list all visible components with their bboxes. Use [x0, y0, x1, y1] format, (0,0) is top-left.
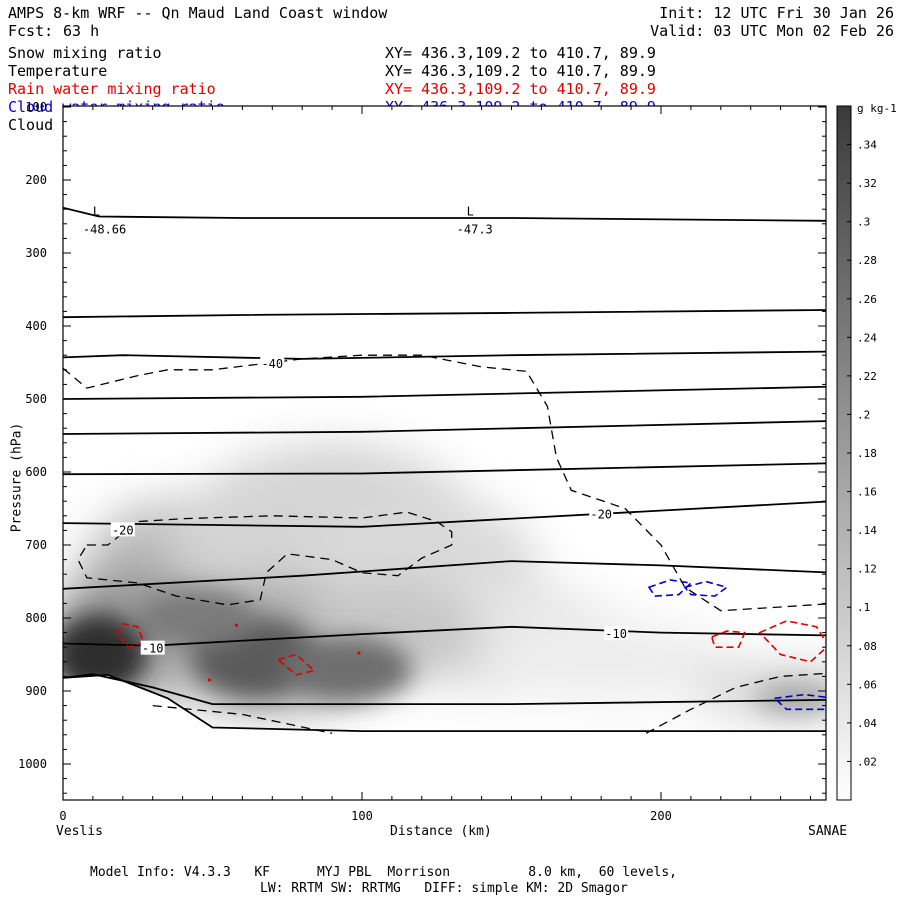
rain-contour [710, 630, 746, 648]
y-tick-label: 400 [25, 319, 47, 333]
colorbar-label: .2 [857, 408, 870, 421]
y-tick-label: 200 [25, 173, 47, 187]
field-xy: XY= 436.3,109.2 to 410.7, 89.9 [385, 44, 656, 62]
contour-lines: -40 -20 -20 -10 -10 L -48.66 L -47.3 [63, 205, 826, 734]
forecast-hours: 63 h [63, 22, 100, 40]
colorbar-unit: g kg-1 [857, 102, 897, 115]
isotherm-label-bg [140, 640, 165, 655]
x-axis-label: Distance (km) [390, 824, 492, 839]
low-symbol: L [93, 205, 100, 219]
cloud-ice-contour [152, 704, 333, 734]
field-name: Temperature [8, 62, 108, 80]
isotherm-label: -20 [590, 507, 612, 521]
colorbar-label: .06 [857, 678, 877, 691]
y-axis-label: Pressure (hPa) [9, 422, 25, 533]
y-tick-label: 100 [25, 100, 47, 114]
isotherm-line [63, 462, 826, 476]
colorbar-label: .16 [857, 486, 877, 499]
isotherm-label: -20 [112, 523, 134, 537]
snow-core [281, 636, 413, 702]
y-tick-label: 600 [25, 465, 47, 479]
rain-contour [115, 622, 145, 649]
field-name: Rain water mixing ratio [8, 80, 216, 98]
isotherm-line [63, 500, 826, 528]
x-tick-label: 200 [650, 809, 672, 823]
colorbar-label: .34 [857, 139, 877, 152]
isotherm-line [63, 625, 826, 647]
rain-contour [758, 620, 826, 663]
terrain-mask [63, 674, 826, 800]
init-time: Init: 12 UTC Fri 30 Jan 26 [659, 4, 894, 22]
colorbar: .02 .04 .06 .08 .1 .12 .14 .16 .18 .2 .22 .24 .26 .28… [836, 102, 897, 801]
low-value: -48.66 [83, 223, 126, 237]
x-tick-label: 100 [351, 809, 373, 823]
y-tick-label: 300 [25, 246, 47, 260]
snow-core [137, 588, 258, 648]
y-tick-label: 700 [25, 538, 47, 552]
isotherm-label-bg [110, 522, 135, 537]
isotherm-line [63, 309, 826, 319]
isotherm-line [63, 673, 826, 732]
snow-shading [63, 106, 826, 800]
field-name: Snow mixing ratio [8, 44, 162, 62]
isotherm-line [63, 420, 826, 435]
isotherm-line [63, 385, 826, 400]
low-value: -47.3 [457, 223, 493, 237]
right-endpoint-label: SANAE [808, 824, 848, 839]
colorbar-label: .32 [857, 177, 877, 190]
colorbar-label: .18 [857, 447, 877, 460]
isotherm-label-bg [260, 355, 285, 370]
upper-mask [63, 106, 826, 341]
isotherm-line [63, 206, 826, 222]
isotherm-label: -10 [605, 627, 627, 641]
forecast-label: Fcst: [8, 22, 54, 40]
colorbar-label: .22 [857, 370, 877, 383]
rain-contour [276, 653, 316, 676]
colorbar-label: .02 [857, 755, 877, 768]
rain-dot [234, 623, 239, 627]
isotherm-label: -40 [261, 357, 283, 371]
y-tick-label: 800 [25, 611, 47, 625]
isotherm-line [63, 350, 826, 360]
cloud-water-contour [772, 693, 826, 711]
snow-blob [496, 618, 736, 706]
field-xy: XY= 436.3,109.2 to 410.7, 89.9 [385, 62, 656, 80]
valid-time: Valid: 03 UTC Mon 02 Feb 26 [650, 22, 894, 40]
cloud-ice-contour [645, 672, 826, 734]
colorbar-label: .08 [857, 640, 877, 653]
y-tick-label: 900 [25, 684, 47, 698]
colorbar-label: .3 [857, 216, 870, 229]
physics-info: LW: RRTM SW: RRTMG DIFF: simple KM: 2D S… [260, 881, 628, 896]
colorbar-label: .26 [857, 293, 877, 306]
colorbar-label: .04 [857, 717, 877, 730]
colorbar-label: .14 [857, 524, 877, 537]
rain-dot [357, 651, 361, 655]
y-tick-label: 500 [25, 392, 47, 406]
model-info: Model Info: V4.3.3 KF MYJ PBL Morrison 8… [90, 865, 677, 880]
cloud-ice-contour [77, 511, 453, 606]
colorbar-label: .1 [857, 601, 870, 614]
low-symbol: L [467, 205, 474, 219]
x-tick-label: 0 [59, 809, 66, 823]
cloud-ice-contour [63, 354, 826, 612]
plot-frame [62, 105, 827, 801]
isotherm-label-bg [589, 506, 614, 521]
colorbar-label: .12 [857, 563, 877, 576]
isotherm-line [63, 673, 826, 705]
isotherm-line [63, 560, 826, 590]
isotherm-label: -10 [142, 642, 164, 656]
rain-dot [207, 678, 212, 682]
colorbar-label: .28 [857, 254, 877, 267]
field-xy: XY= 436.3,109.2 to 410.7, 89.9 [385, 80, 656, 98]
snow-core [753, 682, 826, 715]
left-endpoint-label: Veslis [56, 824, 103, 839]
isotherm-label-bg [604, 626, 629, 641]
axes: 100 200 300 400 500 600 700 800 900 1000 0 100 200 [18, 100, 827, 823]
y-tick-label: 1000 [18, 757, 47, 771]
cloud-water-contour [683, 580, 729, 597]
colorbar-label: .24 [857, 331, 877, 344]
chart-title: AMPS 8-km WRF -- Qn Maud Land Coast wind… [8, 4, 388, 22]
